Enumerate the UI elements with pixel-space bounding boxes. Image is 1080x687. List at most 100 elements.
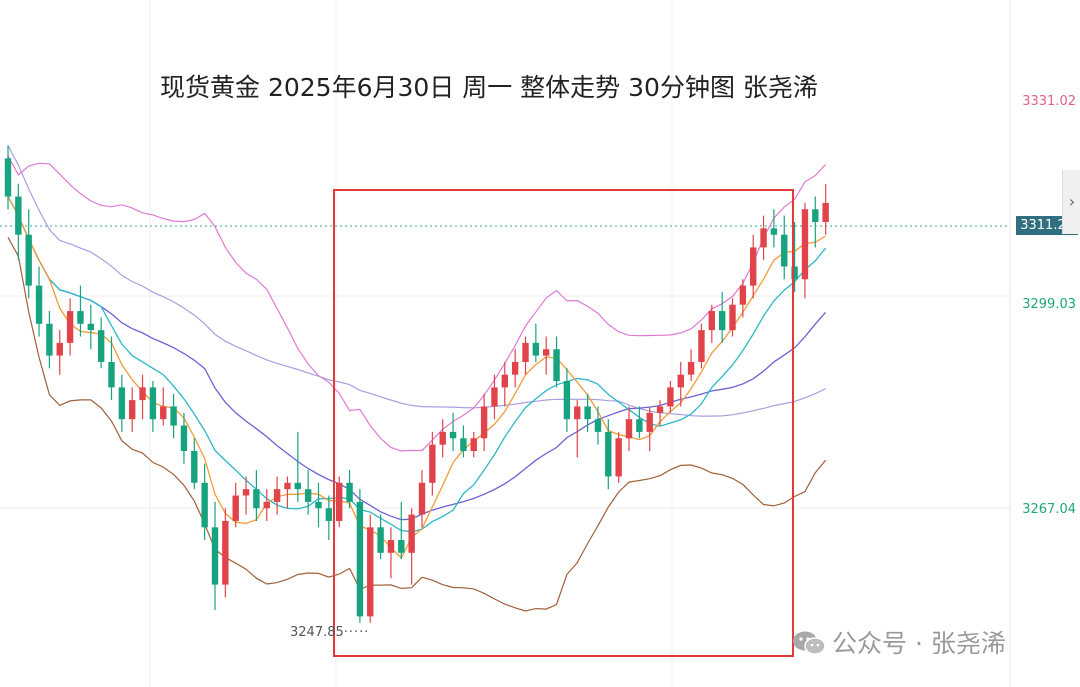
candle xyxy=(708,304,715,343)
candle xyxy=(801,202,809,299)
candle xyxy=(553,336,560,388)
candle xyxy=(543,336,550,375)
candle xyxy=(594,406,602,445)
indicator-lines xyxy=(7,145,827,612)
candle-body xyxy=(367,527,374,617)
candle-body xyxy=(222,520,229,585)
candle xyxy=(760,215,767,261)
candle-body xyxy=(501,374,508,388)
candle-body xyxy=(180,425,188,452)
candle-body xyxy=(563,381,571,420)
candle-body xyxy=(408,514,415,553)
candles xyxy=(4,145,829,623)
highlight-box xyxy=(333,189,794,657)
candle-body xyxy=(170,406,177,426)
candle xyxy=(35,266,43,337)
candle xyxy=(687,349,695,382)
candle xyxy=(139,374,146,420)
candle-body xyxy=(553,349,560,382)
candle-body xyxy=(129,400,136,420)
candle xyxy=(470,431,477,458)
candle xyxy=(77,285,84,337)
candle xyxy=(770,209,778,248)
candle xyxy=(387,527,395,579)
candle-body xyxy=(356,501,364,617)
candle xyxy=(242,476,250,515)
candle-body xyxy=(615,438,622,477)
ma20-line xyxy=(7,196,827,521)
candle-body xyxy=(480,406,488,439)
candle-body xyxy=(491,387,498,407)
candle xyxy=(367,514,374,623)
candle xyxy=(97,317,105,369)
candle xyxy=(108,336,115,401)
chevron-right-icon[interactable]: › xyxy=(1062,170,1080,234)
candle-body xyxy=(242,489,250,496)
candle xyxy=(149,381,157,432)
candle xyxy=(574,400,581,458)
candle-body xyxy=(739,285,747,305)
candle xyxy=(263,489,270,521)
candle-body xyxy=(687,361,695,375)
candle-body xyxy=(398,540,405,553)
candle-body xyxy=(460,438,467,452)
candle-body xyxy=(160,406,167,420)
candle-body xyxy=(594,419,602,432)
candle xyxy=(408,508,415,585)
candle-body xyxy=(770,228,778,235)
candle xyxy=(501,361,508,407)
candle-body xyxy=(667,387,674,407)
candle-body xyxy=(470,438,477,452)
candle xyxy=(532,323,540,362)
candle xyxy=(439,419,446,458)
candle xyxy=(304,470,312,515)
candle-body xyxy=(377,527,384,553)
candle xyxy=(25,209,32,299)
candle xyxy=(429,431,436,496)
candle xyxy=(739,279,747,318)
candle xyxy=(656,400,664,426)
candle-body xyxy=(429,444,436,483)
candle-body xyxy=(108,361,115,388)
candle-body xyxy=(97,330,105,362)
candle-body xyxy=(56,342,63,356)
candle-body xyxy=(543,349,550,356)
candle xyxy=(750,234,757,299)
candle-body xyxy=(801,209,809,280)
candle-body xyxy=(149,387,157,420)
candle xyxy=(118,374,126,432)
candle-body xyxy=(263,501,270,509)
candle-body xyxy=(812,209,819,222)
candle xyxy=(667,381,674,413)
candle-body xyxy=(315,501,322,509)
candle-body xyxy=(584,406,591,420)
candle-body xyxy=(66,311,74,343)
candle-body xyxy=(35,285,43,324)
candle-body xyxy=(522,342,529,362)
candle xyxy=(170,393,177,439)
candle xyxy=(66,298,74,356)
candle-body xyxy=(294,482,301,490)
candle xyxy=(346,470,353,509)
candle-body xyxy=(273,489,281,502)
candle xyxy=(584,393,591,432)
candle-body xyxy=(325,508,333,521)
price-label-mid: 3299.03 xyxy=(1022,297,1076,312)
candle xyxy=(377,514,384,560)
candle xyxy=(449,412,457,452)
candle xyxy=(180,412,188,464)
candle-body xyxy=(760,228,767,248)
candle xyxy=(812,196,819,248)
ma5-line xyxy=(7,196,826,559)
candle-body xyxy=(4,158,12,197)
candle-body xyxy=(781,234,788,267)
candle-body xyxy=(677,374,684,388)
candle xyxy=(677,361,684,407)
candle xyxy=(129,387,136,432)
price-label-bottom: 3267.04 xyxy=(1022,502,1076,517)
candle xyxy=(294,431,301,502)
candle xyxy=(356,489,364,623)
price-label-top: 3331.02 xyxy=(1022,94,1076,109)
candle xyxy=(201,463,208,541)
candle-body xyxy=(253,489,260,509)
